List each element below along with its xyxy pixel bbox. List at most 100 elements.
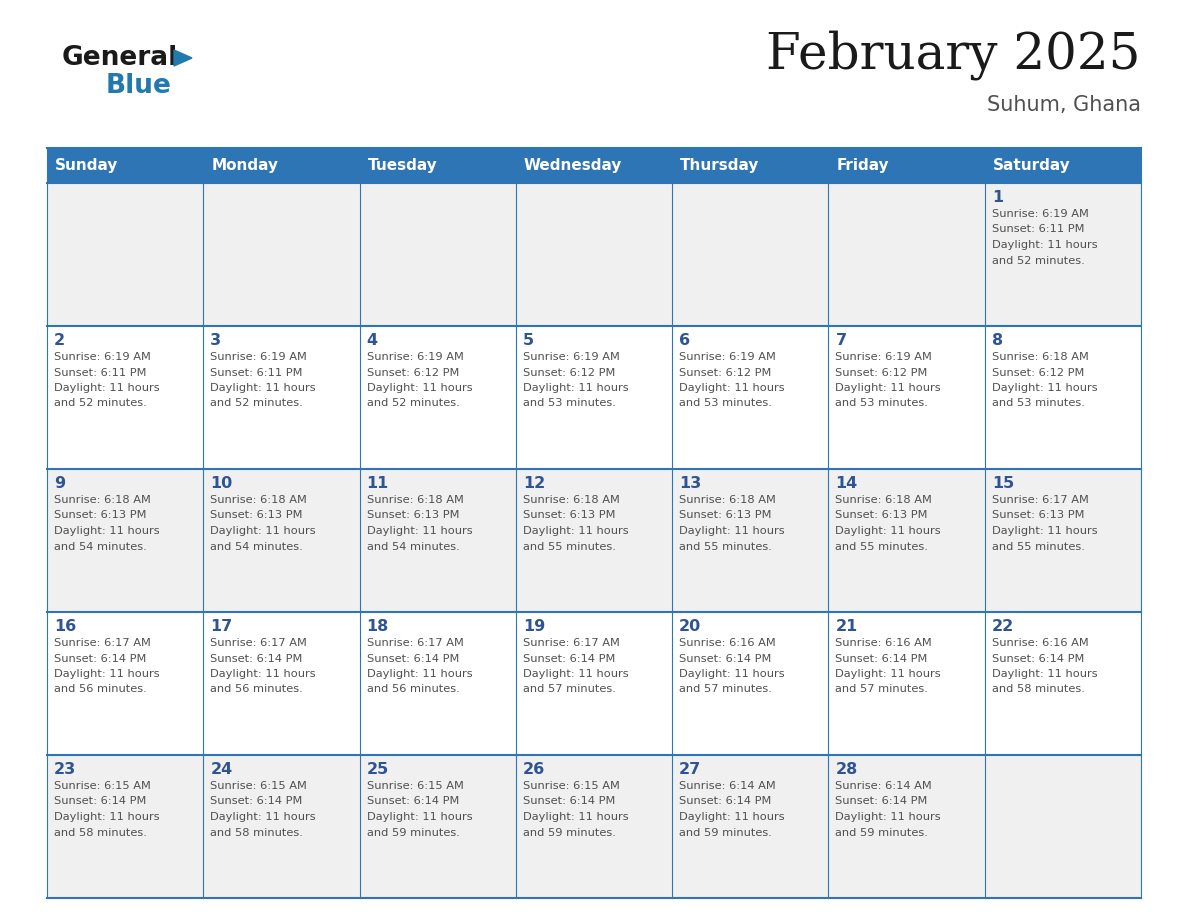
Text: Sunset: 6:11 PM: Sunset: 6:11 PM — [53, 367, 146, 377]
Text: and 56 minutes.: and 56 minutes. — [210, 685, 303, 695]
Bar — [828, 326, 985, 469]
Text: and 56 minutes.: and 56 minutes. — [367, 685, 460, 695]
Text: Saturday: Saturday — [993, 158, 1070, 173]
Text: and 53 minutes.: and 53 minutes. — [835, 398, 928, 409]
Text: Sunset: 6:12 PM: Sunset: 6:12 PM — [367, 367, 459, 377]
Bar — [516, 148, 672, 183]
Bar — [985, 612, 1140, 755]
Bar — [48, 612, 203, 755]
Text: 25: 25 — [367, 762, 388, 777]
Text: Sunset: 6:11 PM: Sunset: 6:11 PM — [992, 225, 1085, 234]
Text: 11: 11 — [367, 476, 388, 491]
Text: and 57 minutes.: and 57 minutes. — [835, 685, 928, 695]
Text: Sunset: 6:13 PM: Sunset: 6:13 PM — [210, 510, 303, 521]
Text: Sunrise: 6:19 AM: Sunrise: 6:19 AM — [835, 352, 933, 362]
Text: Sunrise: 6:18 AM: Sunrise: 6:18 AM — [523, 495, 620, 505]
Bar — [48, 326, 203, 469]
Text: Sunset: 6:13 PM: Sunset: 6:13 PM — [523, 510, 615, 521]
Text: 26: 26 — [523, 762, 545, 777]
Text: 4: 4 — [367, 333, 378, 348]
Text: Sunrise: 6:19 AM: Sunrise: 6:19 AM — [53, 352, 151, 362]
Text: and 52 minutes.: and 52 minutes. — [367, 398, 460, 409]
Text: Sunrise: 6:16 AM: Sunrise: 6:16 AM — [992, 638, 1088, 648]
Text: Sunset: 6:14 PM: Sunset: 6:14 PM — [835, 797, 928, 807]
Text: Tuesday: Tuesday — [367, 158, 437, 173]
Text: Sunrise: 6:17 AM: Sunrise: 6:17 AM — [210, 638, 308, 648]
Bar — [828, 183, 985, 326]
Text: Sunset: 6:13 PM: Sunset: 6:13 PM — [367, 510, 459, 521]
Bar — [985, 469, 1140, 612]
Text: Sunrise: 6:17 AM: Sunrise: 6:17 AM — [367, 638, 463, 648]
Text: Sunrise: 6:18 AM: Sunrise: 6:18 AM — [680, 495, 776, 505]
Text: Daylight: 11 hours: Daylight: 11 hours — [53, 812, 159, 822]
Text: and 52 minutes.: and 52 minutes. — [53, 398, 147, 409]
Text: Sunset: 6:14 PM: Sunset: 6:14 PM — [367, 797, 459, 807]
Text: 24: 24 — [210, 762, 233, 777]
Text: Sunrise: 6:19 AM: Sunrise: 6:19 AM — [210, 352, 308, 362]
Text: Sunrise: 6:18 AM: Sunrise: 6:18 AM — [53, 495, 151, 505]
Bar — [516, 755, 672, 898]
Text: Sunrise: 6:19 AM: Sunrise: 6:19 AM — [523, 352, 620, 362]
Text: Daylight: 11 hours: Daylight: 11 hours — [53, 669, 159, 679]
Text: Sunrise: 6:15 AM: Sunrise: 6:15 AM — [523, 781, 620, 791]
Text: 9: 9 — [53, 476, 65, 491]
Text: Daylight: 11 hours: Daylight: 11 hours — [992, 383, 1098, 393]
Text: and 57 minutes.: and 57 minutes. — [523, 685, 615, 695]
Text: Sunset: 6:12 PM: Sunset: 6:12 PM — [835, 367, 928, 377]
Text: 19: 19 — [523, 619, 545, 634]
Text: Wednesday: Wednesday — [524, 158, 623, 173]
Text: Sunset: 6:14 PM: Sunset: 6:14 PM — [367, 654, 459, 664]
Bar — [360, 183, 516, 326]
Text: Sunset: 6:13 PM: Sunset: 6:13 PM — [53, 510, 146, 521]
Text: Sunset: 6:12 PM: Sunset: 6:12 PM — [992, 367, 1085, 377]
Text: Daylight: 11 hours: Daylight: 11 hours — [523, 669, 628, 679]
Bar — [203, 183, 360, 326]
Text: and 59 minutes.: and 59 minutes. — [680, 827, 772, 837]
Bar — [828, 148, 985, 183]
Bar — [672, 469, 828, 612]
Bar — [203, 612, 360, 755]
Text: and 53 minutes.: and 53 minutes. — [680, 398, 772, 409]
Bar — [672, 183, 828, 326]
Text: Sunset: 6:14 PM: Sunset: 6:14 PM — [53, 797, 146, 807]
Text: 16: 16 — [53, 619, 76, 634]
Text: Sunset: 6:14 PM: Sunset: 6:14 PM — [53, 654, 146, 664]
Bar — [672, 612, 828, 755]
Text: 13: 13 — [680, 476, 701, 491]
Text: Sunrise: 6:15 AM: Sunrise: 6:15 AM — [53, 781, 151, 791]
Text: Sunset: 6:14 PM: Sunset: 6:14 PM — [992, 654, 1085, 664]
Text: Sunset: 6:14 PM: Sunset: 6:14 PM — [523, 654, 615, 664]
Text: 6: 6 — [680, 333, 690, 348]
Text: Daylight: 11 hours: Daylight: 11 hours — [210, 669, 316, 679]
Text: 3: 3 — [210, 333, 221, 348]
Bar — [203, 469, 360, 612]
Text: Sunrise: 6:18 AM: Sunrise: 6:18 AM — [992, 352, 1088, 362]
Text: Daylight: 11 hours: Daylight: 11 hours — [992, 669, 1098, 679]
Text: Friday: Friday — [836, 158, 889, 173]
Text: Sunset: 6:13 PM: Sunset: 6:13 PM — [835, 510, 928, 521]
Bar — [672, 148, 828, 183]
Text: Daylight: 11 hours: Daylight: 11 hours — [523, 526, 628, 536]
Text: and 55 minutes.: and 55 minutes. — [992, 542, 1085, 552]
Text: Sunset: 6:14 PM: Sunset: 6:14 PM — [680, 654, 771, 664]
Text: Daylight: 11 hours: Daylight: 11 hours — [992, 240, 1098, 250]
Text: 10: 10 — [210, 476, 233, 491]
Bar — [203, 326, 360, 469]
Text: Daylight: 11 hours: Daylight: 11 hours — [367, 526, 472, 536]
Text: Sunset: 6:14 PM: Sunset: 6:14 PM — [210, 654, 303, 664]
Text: Daylight: 11 hours: Daylight: 11 hours — [680, 812, 785, 822]
Text: and 59 minutes.: and 59 minutes. — [523, 827, 615, 837]
Bar — [985, 755, 1140, 898]
Bar — [360, 612, 516, 755]
Text: Sunset: 6:14 PM: Sunset: 6:14 PM — [835, 654, 928, 664]
Text: and 58 minutes.: and 58 minutes. — [992, 685, 1085, 695]
Bar — [828, 469, 985, 612]
Text: 21: 21 — [835, 619, 858, 634]
Text: 15: 15 — [992, 476, 1015, 491]
Text: Sunrise: 6:15 AM: Sunrise: 6:15 AM — [367, 781, 463, 791]
Text: Daylight: 11 hours: Daylight: 11 hours — [835, 812, 941, 822]
Text: 22: 22 — [992, 619, 1015, 634]
Text: and 53 minutes.: and 53 minutes. — [523, 398, 615, 409]
Text: Sunset: 6:13 PM: Sunset: 6:13 PM — [680, 510, 772, 521]
Text: Sunset: 6:13 PM: Sunset: 6:13 PM — [992, 510, 1085, 521]
